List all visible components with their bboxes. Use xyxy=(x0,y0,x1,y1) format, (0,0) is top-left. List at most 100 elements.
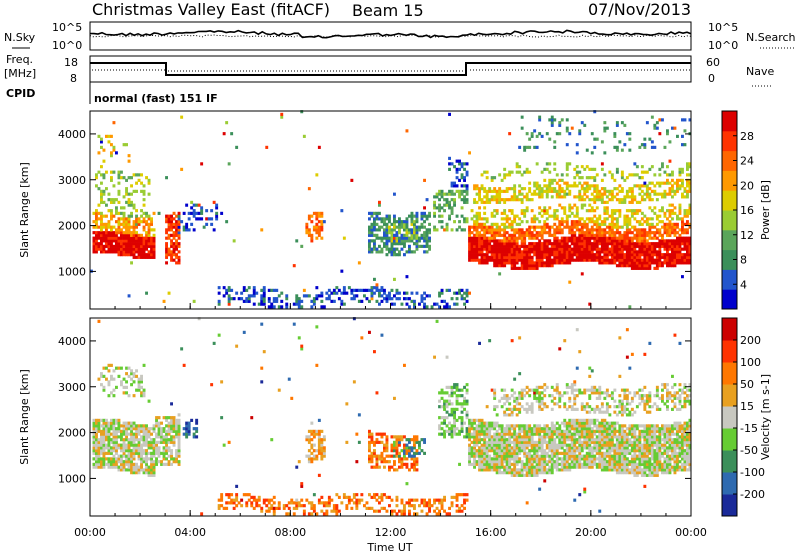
range-cell xyxy=(376,283,379,286)
range-cell xyxy=(165,419,168,422)
range-cell xyxy=(671,171,674,174)
range-cell xyxy=(148,433,151,436)
range-cell xyxy=(376,391,379,394)
range-cell xyxy=(100,435,103,438)
range-cell xyxy=(681,118,684,121)
range-cell xyxy=(315,217,318,220)
range-cell xyxy=(418,245,421,248)
range-cell xyxy=(488,231,491,234)
range-cell xyxy=(148,245,151,248)
range-cell xyxy=(481,430,484,433)
range-cell xyxy=(491,468,494,471)
range-cell xyxy=(563,209,566,212)
range-cell xyxy=(411,438,414,441)
range-cell xyxy=(616,124,619,127)
range-cell xyxy=(401,226,404,229)
range-cell xyxy=(508,433,511,436)
range-cell xyxy=(178,259,181,262)
range-cell xyxy=(178,215,181,218)
range-cell xyxy=(310,234,313,237)
range-cell xyxy=(531,242,534,245)
range-cell xyxy=(458,195,461,198)
range-cell xyxy=(98,234,101,237)
range-cell xyxy=(511,250,514,253)
range-cell xyxy=(596,206,599,209)
range-cell xyxy=(636,261,639,264)
range-cell xyxy=(679,212,682,215)
range-cell xyxy=(483,234,486,237)
range-cell xyxy=(178,226,181,229)
range-cell xyxy=(468,438,471,441)
range-cell xyxy=(103,463,106,466)
range-cell xyxy=(135,237,138,240)
range-cell xyxy=(563,245,566,248)
range-cell xyxy=(618,231,621,234)
range-cell xyxy=(606,201,609,204)
range-cell xyxy=(368,212,371,215)
range-cell xyxy=(411,455,414,458)
range-cell xyxy=(313,449,316,452)
range-cell xyxy=(133,394,136,397)
range-cell xyxy=(130,193,133,196)
range-cell xyxy=(496,460,499,463)
range-cell xyxy=(175,226,178,229)
range-cell xyxy=(671,173,674,176)
range-cell xyxy=(253,507,256,510)
range-cell xyxy=(613,187,616,190)
range-cell xyxy=(128,201,131,204)
range-cell xyxy=(95,245,98,248)
range-cell xyxy=(588,250,591,253)
range-cell xyxy=(350,289,353,292)
range-cell xyxy=(503,259,506,262)
range-cell xyxy=(148,234,151,237)
range-cell xyxy=(125,367,128,370)
range-cell xyxy=(473,438,476,441)
range-cell xyxy=(175,427,178,430)
range-cell xyxy=(125,380,128,383)
range-cell xyxy=(158,212,161,215)
range-cell xyxy=(563,256,566,259)
range-cell xyxy=(140,242,143,245)
range-cell xyxy=(416,237,419,240)
range-cell xyxy=(546,187,549,190)
range-cell xyxy=(686,215,689,218)
range-cell xyxy=(411,449,414,452)
range-cell xyxy=(468,455,471,458)
range-cell xyxy=(466,217,469,220)
range-cell xyxy=(486,457,489,460)
range-cell xyxy=(503,217,506,220)
range-cell xyxy=(506,261,509,264)
range-cell xyxy=(391,435,394,438)
range-cell xyxy=(679,187,682,190)
range-cell xyxy=(556,190,559,193)
range-cell xyxy=(598,248,601,251)
range-cell xyxy=(130,237,133,240)
range-cell xyxy=(175,248,178,251)
range-cell xyxy=(508,223,511,226)
range-cell xyxy=(558,250,561,253)
range-cell xyxy=(503,237,506,240)
range-cell xyxy=(108,234,111,237)
range-cell xyxy=(273,297,276,300)
range-cell xyxy=(408,499,411,502)
range-cell xyxy=(451,427,454,430)
range-cell xyxy=(473,198,476,201)
range-cell xyxy=(371,441,374,444)
range-cell xyxy=(105,135,108,138)
range-cell xyxy=(681,239,684,242)
range-cell xyxy=(483,433,486,436)
range-cell xyxy=(378,204,381,207)
range-cell xyxy=(674,253,677,256)
range-cell xyxy=(225,289,228,292)
range-cell xyxy=(641,242,644,245)
range-cell xyxy=(320,446,323,449)
range-cell xyxy=(255,501,258,504)
range-cell xyxy=(120,446,123,449)
range-cell xyxy=(145,433,148,436)
range-cell xyxy=(398,441,401,444)
range-cell xyxy=(648,226,651,229)
range-cell xyxy=(403,234,406,237)
range-cell xyxy=(573,234,576,237)
range-cell xyxy=(561,206,564,209)
range-cell xyxy=(466,383,469,386)
